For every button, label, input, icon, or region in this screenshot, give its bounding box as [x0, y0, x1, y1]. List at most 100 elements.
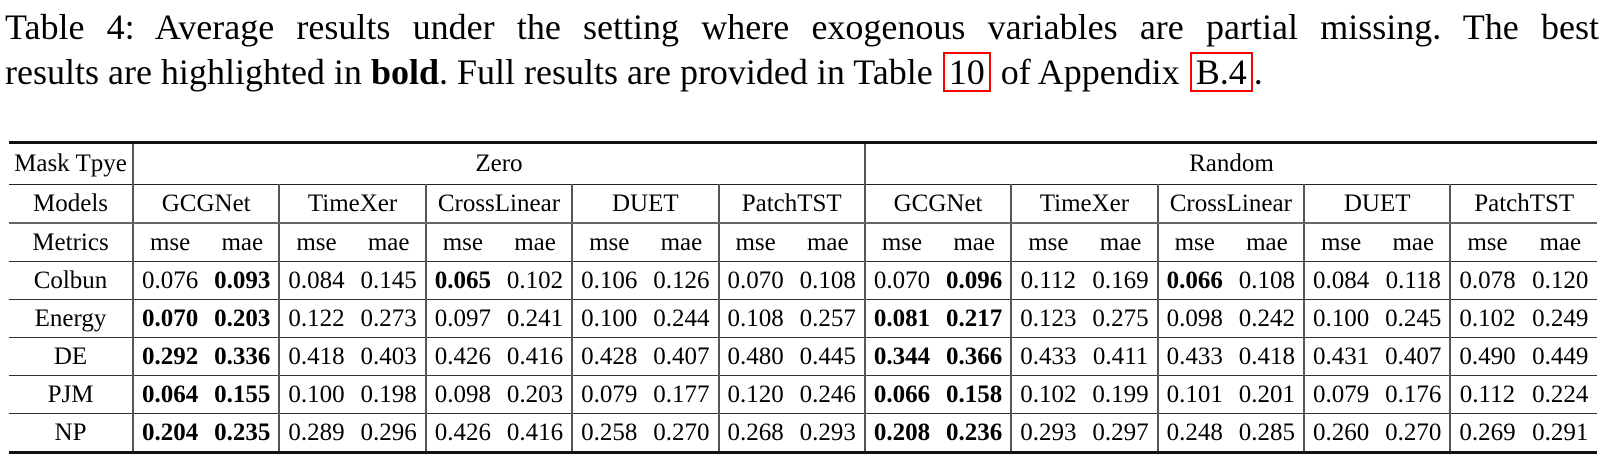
metric-cell: 0.098 [424, 375, 499, 414]
mask-type-header: Mask Tpye [9, 142, 133, 185]
metric-cell: 0.418 [278, 337, 353, 376]
metric-cell: 0.108 [717, 299, 792, 338]
metric-cell: 0.123 [1010, 299, 1085, 338]
metric-cell: 0.407 [1377, 337, 1451, 376]
metric-cell: 0.242 [1230, 299, 1304, 338]
metric-cell: 0.217 [938, 299, 1012, 338]
table-row-colbun: Colbun 0.076 0.093 0.084 0.145 0.065 0.1… [9, 261, 1597, 300]
row-label: Energy [9, 299, 133, 338]
metric-cell: 0.407 [645, 337, 719, 376]
metric-cell: 0.258 [571, 413, 646, 453]
metric-cell: 0.245 [1377, 299, 1451, 338]
metric-cell: 0.235 [214, 418, 271, 446]
metric-cell: 0.081 [863, 299, 939, 338]
metric-cell: 0.416 [506, 418, 564, 446]
metric-name-header: mse [1302, 223, 1378, 262]
metric-cell: 0.158 [938, 375, 1012, 414]
caption-line1: Table 4: Average results under the setti… [5, 7, 1599, 47]
table-caption: Table 4: Average results under the setti… [0, 0, 1605, 95]
metric-cell: 0.100 [571, 299, 646, 338]
caption-text: . [1253, 52, 1263, 92]
metric-cell: 0.198 [352, 375, 426, 414]
metric-cell: 0.336 [206, 337, 280, 376]
metric-cell: 0.449 [1523, 337, 1597, 376]
metric-name-header: mse [571, 223, 646, 262]
metric-cell: 0.070 [717, 261, 792, 300]
mask-type-row: Mask Tpye Zero Random [9, 142, 1597, 185]
metric-name-header: mse [863, 223, 939, 262]
metric-name-header: mse [131, 223, 207, 262]
metric-cell: 0.098 [1156, 299, 1231, 338]
metric-cell: 0.445 [791, 337, 865, 376]
metric-cell: 0.257 [791, 299, 865, 338]
metric-cell: 0.201 [1230, 375, 1304, 414]
model-name-header: PatchTST [1449, 184, 1597, 224]
metric-cell: 0.292 [131, 337, 207, 376]
metric-cell: 0.084 [278, 261, 353, 300]
metrics-row: Metrics mse mae mse mae mse mae mse mae … [9, 223, 1597, 262]
table-10-link[interactable]: 10 [942, 52, 991, 92]
metric-cell: 0.076 [131, 261, 207, 300]
model-name-header: DUET [1302, 184, 1451, 224]
metric-name-header: mae [352, 223, 426, 262]
metric-cell: 0.431 [1302, 337, 1378, 376]
metric-cell: 0.177 [645, 375, 719, 414]
metric-cell: 0.203 [206, 299, 280, 338]
model-name-header: DUET [571, 184, 719, 224]
metric-cell: 0.203 [498, 375, 573, 414]
row-label: PJM [9, 375, 133, 414]
metric-cell: 0.066 [1156, 261, 1231, 300]
models-row: Models GCGNet TimeXer CrossLinear DUET P… [9, 184, 1597, 224]
model-name-header: PatchTST [717, 184, 865, 224]
model-name-header: GCGNet [131, 184, 280, 224]
metric-cell: 0.102 [1010, 375, 1085, 414]
metric-name-header: mse [278, 223, 353, 262]
metric-name-header: mse [717, 223, 792, 262]
metric-cell: 0.204 [131, 413, 207, 453]
metric-cell: 0.208 [863, 413, 939, 453]
metric-cell: 0.106 [571, 261, 646, 300]
metric-cell: 0.100 [1302, 299, 1378, 338]
appendix-b4-link[interactable]: B.4 [1189, 52, 1253, 92]
model-name-header: TimeXer [1010, 184, 1158, 224]
metric-cell: 0.199 [1084, 375, 1158, 414]
row-label: DE [9, 337, 133, 376]
metric-cell: 0.122 [278, 299, 353, 338]
metric-cell: 0.101 [1156, 375, 1231, 414]
metric-cell: 0.100 [278, 375, 353, 414]
row-label: Colbun [9, 261, 133, 300]
metric-cell: 0.273 [352, 299, 426, 338]
metric-cell: 0.112 [1449, 375, 1524, 414]
metric-name-header: mae [791, 223, 865, 262]
metric-cell: 0.426 [424, 337, 499, 376]
metric-cell: 0.108 [791, 261, 865, 300]
metric-cell: 0.065 [424, 261, 499, 300]
metric-cell: 0.120 [717, 375, 792, 414]
metric-cell: 0.433 [1156, 337, 1231, 376]
metric-cell: 0.244 [645, 299, 719, 338]
metric-cell: 0.289 [278, 413, 353, 453]
metric-name-header: mae [938, 223, 1012, 262]
caption-text: results are highlighted in [5, 52, 371, 92]
metric-cell: 0.120 [1523, 261, 1597, 300]
table-row-pjm: PJM 0.064 0.155 0.100 0.198 0.098 0.203 … [9, 375, 1597, 414]
metrics-header: Metrics [9, 223, 133, 262]
metric-cell: 0.411 [1084, 337, 1158, 376]
metric-cell: 0.118 [1377, 261, 1451, 300]
metric-cell: 0.078 [1449, 261, 1524, 300]
metric-name-header: mae [645, 223, 719, 262]
metric-cell: 0.418 [1230, 337, 1304, 376]
metric-cell: 0.268 [717, 413, 792, 453]
metric-cell: 0.426 [424, 413, 499, 453]
metric-cell: 0.102 [498, 261, 573, 300]
metric-cell: 0.079 [1302, 375, 1378, 414]
metric-cell: 0.297 [1092, 418, 1149, 446]
metric-cell: 0.366 [938, 337, 1012, 376]
metric-name-header: mse [1449, 223, 1524, 262]
metric-cell: 0.270 [1385, 418, 1442, 446]
metric-cell: 0.096 [938, 261, 1012, 300]
metric-name-header: mae [1523, 223, 1597, 262]
metric-cell: 0.249 [1523, 299, 1597, 338]
metric-name-header: mse [424, 223, 499, 262]
metric-cell: 0.293 [1010, 413, 1085, 453]
